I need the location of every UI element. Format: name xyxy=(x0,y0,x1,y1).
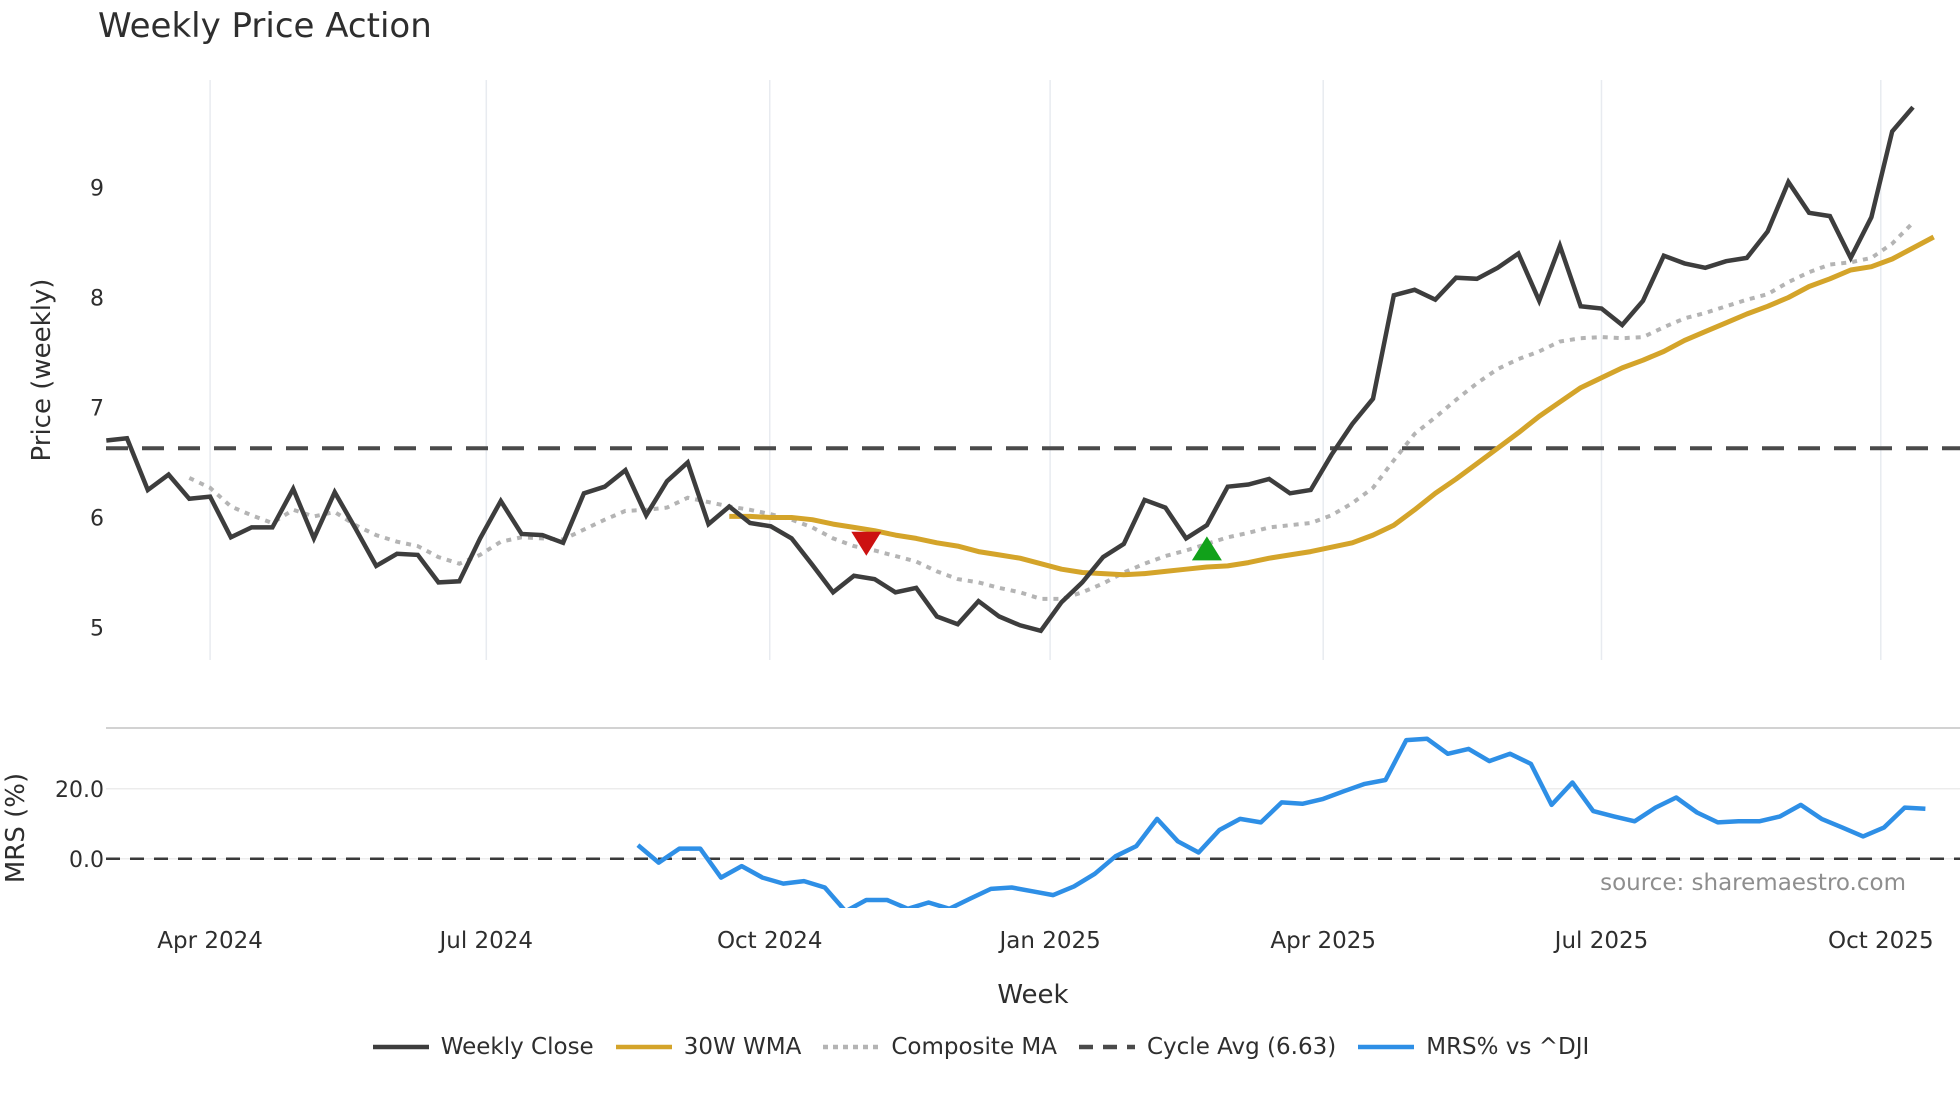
legend-item-composite[interactable]: Composite MA xyxy=(821,1034,1057,1060)
y-tick-label: 9 xyxy=(90,177,104,202)
legend-label: Composite MA xyxy=(891,1034,1057,1060)
legend-swatch-wma-icon xyxy=(614,1041,674,1053)
mrs-line xyxy=(636,736,1926,908)
y-tick-label: 20.0 xyxy=(55,778,104,803)
legend-swatch-close-icon xyxy=(371,1041,431,1053)
vertical-gridlines xyxy=(209,80,1882,660)
x-tick-label: Apr 2024 xyxy=(157,928,263,954)
legend-label: 30W WMA xyxy=(683,1034,802,1060)
legend-label: Weekly Close xyxy=(440,1034,594,1060)
source-note: source: sharemaestro.com xyxy=(1600,870,1906,896)
y-tick-label: 8 xyxy=(90,287,104,312)
legend-item-cycle[interactable]: Cycle Avg (6.63) xyxy=(1077,1034,1336,1060)
x-tick-label: Jul 2025 xyxy=(1553,928,1649,954)
mrs-y-axis-label: MRS (%) xyxy=(1,773,31,883)
price-y-axis-label: Price (weekly) xyxy=(27,279,57,462)
x-axis-label: Week xyxy=(997,980,1068,1010)
legend-item-mrs[interactable]: MRS% vs ^DJI xyxy=(1356,1034,1589,1060)
x-axis-ticks: Apr 2024 Jul 2024 Oct 2024 Jan 2025 Apr 2025… xyxy=(157,928,1933,954)
x-tick-label: Oct 2025 xyxy=(1828,928,1934,954)
x-tick-label: Jul 2024 xyxy=(437,928,533,954)
sell-signal-triangle-down-icon xyxy=(851,531,882,556)
chart-legend: Weekly Close 30W WMA Composite MA Cycle Avg… xyxy=(0,1034,1960,1060)
chart-title: Weekly Price Action xyxy=(98,6,432,46)
legend-item-close[interactable]: Weekly Close xyxy=(371,1034,594,1060)
legend-swatch-mrs-icon xyxy=(1356,1041,1416,1053)
legend-swatch-composite-icon xyxy=(821,1041,881,1053)
y-tick-label: 0.0 xyxy=(69,848,104,873)
buy-signal-triangle-up-icon xyxy=(1191,536,1222,561)
x-tick-label: Apr 2025 xyxy=(1270,928,1376,954)
x-tick-label: Jan 2025 xyxy=(997,928,1100,954)
x-tick-label: Oct 2024 xyxy=(717,928,823,954)
wma-30w-line xyxy=(729,234,1935,578)
price-y-axis: 5 6 7 8 9 xyxy=(90,177,104,642)
legend-label: MRS% vs ^DJI xyxy=(1426,1034,1590,1060)
legend-label: Cycle Avg (6.63) xyxy=(1146,1034,1337,1060)
legend-swatch-cycle-icon xyxy=(1077,1041,1137,1053)
composite-ma-line xyxy=(188,221,1915,601)
weekly-close-line xyxy=(106,105,1915,634)
legend-item-wma[interactable]: 30W WMA xyxy=(614,1034,802,1060)
y-tick-label: 5 xyxy=(90,617,104,642)
y-tick-label: 6 xyxy=(90,507,104,532)
y-tick-label: 7 xyxy=(90,397,104,422)
